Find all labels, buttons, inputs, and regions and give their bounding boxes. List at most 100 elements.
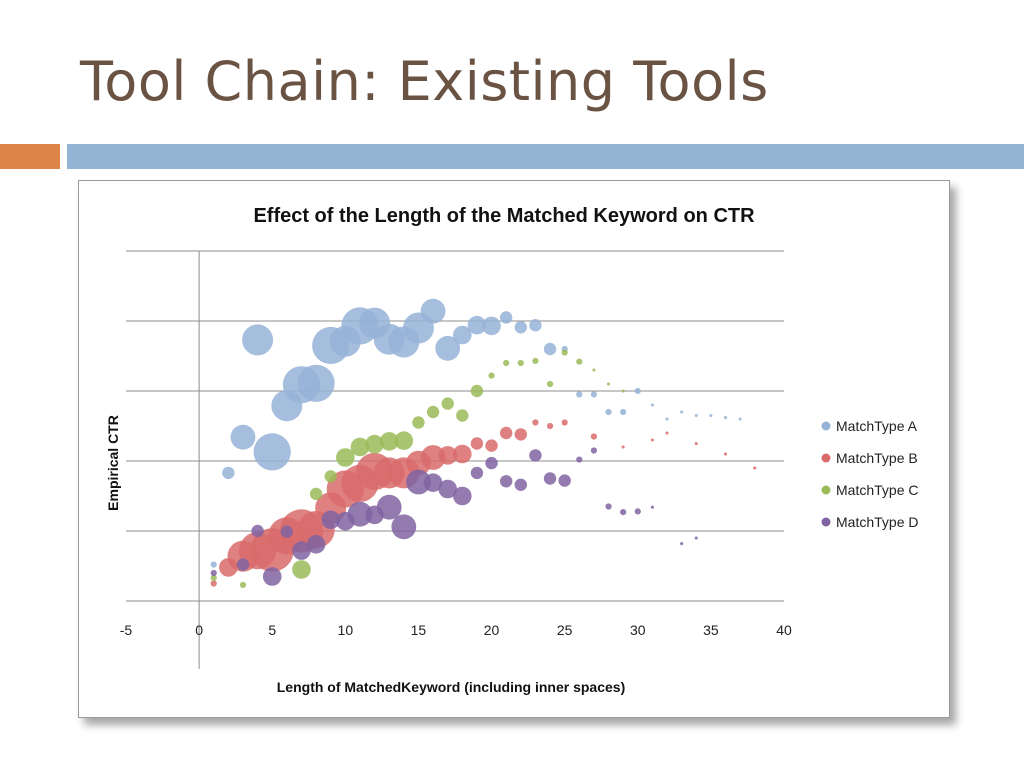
x-tick-label: 5 [268,622,276,638]
data-point [753,466,757,470]
data-point [420,445,446,470]
data-point [210,580,217,587]
accent-bar-blue [67,144,1024,169]
data-point [347,501,373,527]
data-point [297,364,335,402]
x-tick-labels: -5 0 5 10 15 20 25 30 35 40 [120,622,792,638]
data-point [590,447,598,454]
x-tick-label: -5 [120,622,133,638]
data-point [590,391,598,398]
slide-title: Tool Chain: Existing Tools [80,50,769,113]
data-point [543,472,557,485]
data-point [453,444,472,464]
legend-label: MatchType C [836,482,918,498]
data-point [262,567,282,586]
data-point [423,473,443,493]
x-tick-label: 30 [630,622,646,638]
data-point [723,416,728,420]
data-point [529,319,542,332]
data-point [456,409,469,422]
data-point [543,342,557,356]
data-point [665,431,669,435]
data-point [514,478,527,491]
x-tick-label: 25 [557,622,573,638]
data-point [470,384,484,398]
data-point [251,524,264,538]
data-point [650,403,654,407]
data-point [650,505,654,509]
data-point [694,536,698,540]
data-point [621,389,625,393]
data-point [309,487,323,501]
data-point [532,419,539,426]
data-point [634,387,641,395]
data-point [529,449,542,462]
data-point [426,405,440,419]
x-axis-label: Length of MatchedKeyword (including inne… [277,679,625,695]
data-point [680,410,684,414]
data-point [561,349,568,356]
y-axis-label: Empirical CTR [105,415,121,511]
data-point [242,324,274,356]
data-point [546,422,554,430]
data-point [438,446,457,465]
data-point [650,438,654,442]
data-point [292,560,311,579]
x-tick-label: 10 [338,622,354,638]
data-point [514,428,527,441]
data-point [499,311,513,324]
data-point [620,509,627,516]
data-point [558,474,571,487]
data-point [321,510,341,530]
data-point [306,535,326,554]
data-points [210,298,757,588]
data-point [292,541,311,560]
data-point [210,561,217,568]
data-point [485,456,498,470]
data-point [592,368,596,372]
data-point [324,470,337,483]
data-point [503,359,510,367]
data-point [532,357,539,364]
data-point [605,408,612,416]
data-point [470,466,484,480]
data-point [210,569,217,577]
data-point [379,432,399,451]
x-tick-label: 15 [411,622,427,638]
data-point [336,448,355,467]
data-point [394,431,414,450]
data-point [438,479,457,499]
accent-bar-orange [0,144,60,169]
data-point [412,416,425,429]
legend: MatchType A MatchType B MatchType C MatchTy… [821,418,918,530]
data-point [709,413,713,418]
data-point [453,325,472,345]
legend-marker [821,485,831,495]
data-point [665,417,669,421]
legend-marker [821,517,831,527]
data-point [723,452,728,456]
legend-label: MatchType B [836,450,918,466]
data-point [453,486,472,506]
x-tick-label: 20 [484,622,500,638]
data-point [576,456,583,463]
data-point [605,503,612,510]
data-point [230,424,256,450]
x-tick-label: 35 [703,622,719,638]
data-point [738,417,742,421]
chart-svg: Effect of the Length of the Matched Keyw… [105,205,918,695]
data-point [485,439,498,452]
data-point [576,358,583,365]
data-point [253,433,291,471]
data-point [222,466,235,480]
legend-label: MatchType A [836,418,918,434]
chart-frame: Effect of the Length of the Matched Keyw… [78,180,950,718]
data-point [365,434,384,454]
data-point [467,315,487,335]
data-point [517,359,524,367]
data-point [470,437,484,450]
data-point [634,508,641,515]
data-point [694,413,698,418]
legend-marker [821,421,831,431]
data-point [435,335,461,361]
